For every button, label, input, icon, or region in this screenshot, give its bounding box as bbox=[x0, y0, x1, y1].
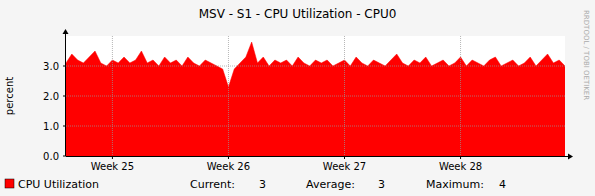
grid-line bbox=[228, 36, 229, 156]
stat-label: Current: bbox=[190, 178, 235, 191]
background bbox=[0, 0, 595, 196]
x-tick-label: Week 27 bbox=[323, 161, 366, 172]
x-tick-label: Week 25 bbox=[91, 161, 134, 172]
x-axis bbox=[66, 156, 571, 157]
stat-label: Maximum: bbox=[426, 178, 484, 191]
y-label: percent bbox=[4, 77, 15, 115]
stat-value: 3 bbox=[378, 178, 385, 191]
x-tick-label: Week 28 bbox=[439, 161, 482, 172]
grid-line bbox=[112, 36, 113, 156]
legend-swatch bbox=[5, 179, 14, 188]
y-tick-label: 0.0 bbox=[43, 151, 59, 162]
y-tick-label: 1.0 bbox=[43, 121, 59, 132]
grid-line bbox=[66, 126, 565, 127]
y-tick-label: 3.0 bbox=[43, 61, 59, 72]
x-axis-arrow bbox=[568, 154, 573, 160]
y-axis bbox=[65, 31, 66, 156]
grid-line bbox=[344, 36, 345, 156]
x-tick-label: Week 26 bbox=[207, 161, 250, 172]
chart: 0.0 1.0 2.0 3.0 Week 25 Week 26 Week 27 Week 28… bbox=[0, 0, 595, 196]
plot-area bbox=[66, 36, 565, 156]
grid-line bbox=[66, 96, 565, 97]
area bbox=[66, 42, 565, 156]
title: MSV - S1 - CPU Utilization - CPU0 bbox=[199, 7, 397, 21]
grid-line bbox=[460, 36, 461, 156]
stat-label: Average: bbox=[306, 178, 355, 191]
data-group bbox=[66, 42, 565, 156]
stat-value: 3 bbox=[259, 178, 266, 191]
stat-value: 4 bbox=[499, 178, 506, 191]
legend-label: CPU Utilization bbox=[18, 178, 99, 191]
grid-line bbox=[66, 66, 565, 67]
watermark: RRDTOOL / TOBI OETIKER bbox=[582, 10, 590, 100]
y-axis-arrow bbox=[63, 29, 69, 34]
y-tick-label: 2.0 bbox=[43, 91, 59, 102]
